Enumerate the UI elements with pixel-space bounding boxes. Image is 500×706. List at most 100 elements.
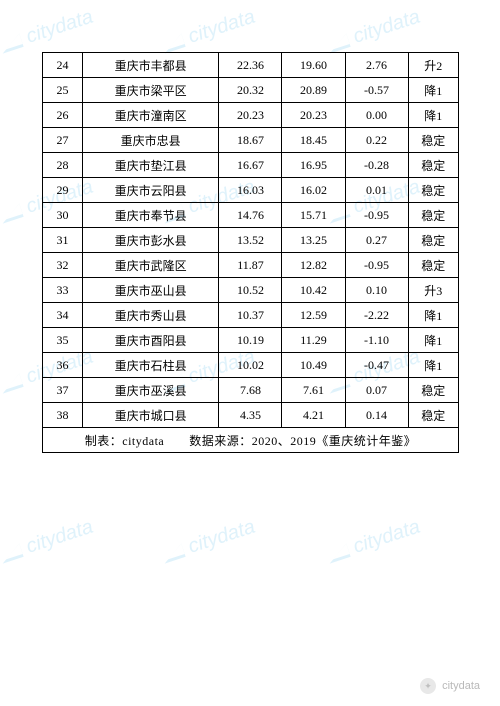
cell-region: 重庆市奉节县	[82, 203, 219, 228]
watermark: citydata	[324, 6, 423, 58]
table-row: 34重庆市秀山县10.3712.59-2.22降1	[43, 303, 459, 328]
watermark: citydata	[324, 516, 423, 568]
cell-trend: 稳定	[408, 253, 458, 278]
cell-val2020: 10.37	[219, 303, 282, 328]
cell-diff: -0.57	[345, 78, 408, 103]
cell-val2019: 13.25	[282, 228, 345, 253]
cell-rank: 31	[43, 228, 83, 253]
cell-trend: 降1	[408, 353, 458, 378]
cell-region: 重庆市垫江县	[82, 153, 219, 178]
cell-diff: -2.22	[345, 303, 408, 328]
cell-region: 重庆市城口县	[82, 403, 219, 428]
watermark-triangle-icon	[0, 33, 24, 53]
watermark-text: citydata	[350, 6, 422, 48]
cell-trend: 升2	[408, 53, 458, 78]
cell-diff: 0.10	[345, 278, 408, 303]
watermark: citydata	[159, 6, 258, 58]
cell-diff: 0.01	[345, 178, 408, 203]
table-row: 27重庆市忠县18.6718.450.22稳定	[43, 128, 459, 153]
cell-diff: 0.27	[345, 228, 408, 253]
cell-val2020: 16.03	[219, 178, 282, 203]
cell-val2020: 20.32	[219, 78, 282, 103]
table-row: 28重庆市垫江县16.6716.95-0.28稳定	[43, 153, 459, 178]
cell-region: 重庆市云阳县	[82, 178, 219, 203]
cell-diff: 0.14	[345, 403, 408, 428]
cell-region: 重庆市酉阳县	[82, 328, 219, 353]
cell-trend: 稳定	[408, 403, 458, 428]
cell-val2020: 22.36	[219, 53, 282, 78]
cell-diff: 0.00	[345, 103, 408, 128]
table-footer-row: 制表：citydata 数据来源：2020、2019《重庆统计年鉴》	[43, 428, 459, 453]
cell-trend: 稳定	[408, 203, 458, 228]
cell-region: 重庆市潼南区	[82, 103, 219, 128]
attribution-text: citydata	[442, 680, 480, 692]
cell-val2019: 15.71	[282, 203, 345, 228]
cell-val2019: 18.45	[282, 128, 345, 153]
cell-trend: 升3	[408, 278, 458, 303]
watermark-triangle-icon	[0, 203, 24, 223]
cell-rank: 34	[43, 303, 83, 328]
watermark-triangle-icon	[160, 543, 185, 563]
cell-val2020: 10.02	[219, 353, 282, 378]
table-row: 32重庆市武隆区11.8712.82-0.95稳定	[43, 253, 459, 278]
cell-rank: 33	[43, 278, 83, 303]
cell-trend: 稳定	[408, 178, 458, 203]
cell-val2019: 12.59	[282, 303, 345, 328]
table-row: 24重庆市丰都县22.3619.602.76升2	[43, 53, 459, 78]
page: citydata citydata citydata citydata citydata…	[0, 0, 500, 706]
cell-region: 重庆市武隆区	[82, 253, 219, 278]
cell-trend: 稳定	[408, 153, 458, 178]
cell-rank: 32	[43, 253, 83, 278]
cell-trend: 稳定	[408, 228, 458, 253]
table-row: 29重庆市云阳县16.0316.020.01稳定	[43, 178, 459, 203]
cell-val2020: 16.67	[219, 153, 282, 178]
cell-val2019: 10.49	[282, 353, 345, 378]
cell-rank: 28	[43, 153, 83, 178]
watermark-text: citydata	[350, 516, 422, 558]
cell-trend: 降1	[408, 303, 458, 328]
cell-diff: -0.95	[345, 253, 408, 278]
cell-val2019: 20.23	[282, 103, 345, 128]
cell-val2020: 4.35	[219, 403, 282, 428]
cell-rank: 26	[43, 103, 83, 128]
watermark-text: citydata	[185, 516, 257, 558]
watermark-triangle-icon	[0, 373, 24, 393]
cell-region: 重庆市巫溪县	[82, 378, 219, 403]
cell-val2020: 10.19	[219, 328, 282, 353]
cell-val2019: 11.29	[282, 328, 345, 353]
cell-diff: 2.76	[345, 53, 408, 78]
cell-region: 重庆市巫山县	[82, 278, 219, 303]
cell-rank: 25	[43, 78, 83, 103]
cell-rank: 36	[43, 353, 83, 378]
cell-rank: 30	[43, 203, 83, 228]
cell-val2019: 16.95	[282, 153, 345, 178]
cell-val2019: 12.82	[282, 253, 345, 278]
cell-val2019: 19.60	[282, 53, 345, 78]
cell-region: 重庆市梁平区	[82, 78, 219, 103]
cell-rank: 38	[43, 403, 83, 428]
cell-val2020: 7.68	[219, 378, 282, 403]
table-row: 36重庆市石柱县10.0210.49-0.47降1	[43, 353, 459, 378]
watermark: citydata	[0, 516, 96, 568]
cell-trend: 稳定	[408, 378, 458, 403]
table-row: 31重庆市彭水县13.5213.250.27稳定	[43, 228, 459, 253]
cell-region: 重庆市彭水县	[82, 228, 219, 253]
watermark-text: citydata	[185, 6, 257, 48]
data-table-wrap: 24重庆市丰都县22.3619.602.76升225重庆市梁平区20.3220.…	[42, 52, 459, 453]
cell-trend: 降1	[408, 103, 458, 128]
cell-val2019: 10.42	[282, 278, 345, 303]
cell-val2020: 10.52	[219, 278, 282, 303]
watermark: citydata	[159, 516, 258, 568]
cell-val2020: 11.87	[219, 253, 282, 278]
watermark-text: citydata	[23, 6, 95, 48]
table-row: 30重庆市奉节县14.7615.71-0.95稳定	[43, 203, 459, 228]
table-row: 37重庆市巫溪县7.687.610.07稳定	[43, 378, 459, 403]
cell-val2019: 4.21	[282, 403, 345, 428]
cell-diff: 0.22	[345, 128, 408, 153]
watermark-triangle-icon	[325, 543, 350, 563]
attribution: ✦ citydata	[420, 678, 480, 694]
watermark-triangle-icon	[325, 33, 350, 53]
watermark-triangle-icon	[0, 543, 24, 563]
data-table: 24重庆市丰都县22.3619.602.76升225重庆市梁平区20.3220.…	[42, 52, 459, 453]
table-footer-text: 制表：citydata 数据来源：2020、2019《重庆统计年鉴》	[43, 428, 459, 453]
